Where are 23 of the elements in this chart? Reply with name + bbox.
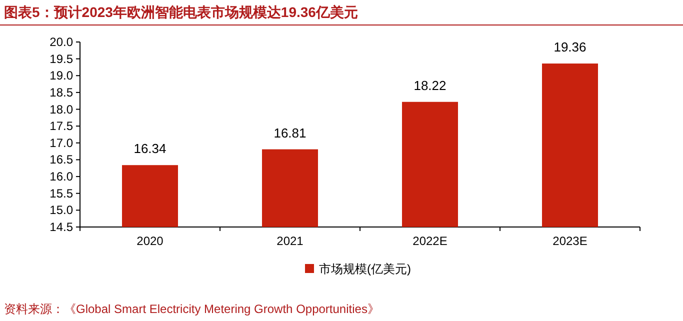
y-tick-label: 15.0 [50,203,74,218]
y-tick-label: 17.5 [50,119,74,134]
y-tick-label: 17.0 [50,136,74,150]
y-tick-label: 16.5 [50,152,74,167]
text: 资料来源：《Global Smart Electricity Metering Growth Opportunities》 [4,302,380,316]
x-tick-label: 2023E [552,234,588,248]
y-tick-label: 20.0 [50,35,74,49]
x-tick-label: 2021 [276,234,304,248]
x-tick-label: 2022E [412,234,448,248]
data-label: 16.81 [274,125,306,140]
y-tick-label: 18.0 [50,102,74,116]
data-label: 18.22 [414,78,446,93]
y-tick-label: 19.0 [50,68,74,83]
y-tick-label: 18.5 [50,85,74,100]
legend-label: 市场规模(亿美元) [319,262,411,276]
data-label: 16.34 [134,141,166,156]
y-tick-label: 19.5 [50,52,74,66]
title: 图表5：预计2023年欧洲智能电表市场规模达19.36亿美元 [4,4,358,20]
x-tick-label: 2020 [136,234,164,248]
y-tick-label: 15.5 [50,186,74,200]
data-label: 19.36 [554,40,586,55]
y-tick-label: 16.0 [50,170,74,184]
y-tick-label: 14.5 [50,220,74,234]
